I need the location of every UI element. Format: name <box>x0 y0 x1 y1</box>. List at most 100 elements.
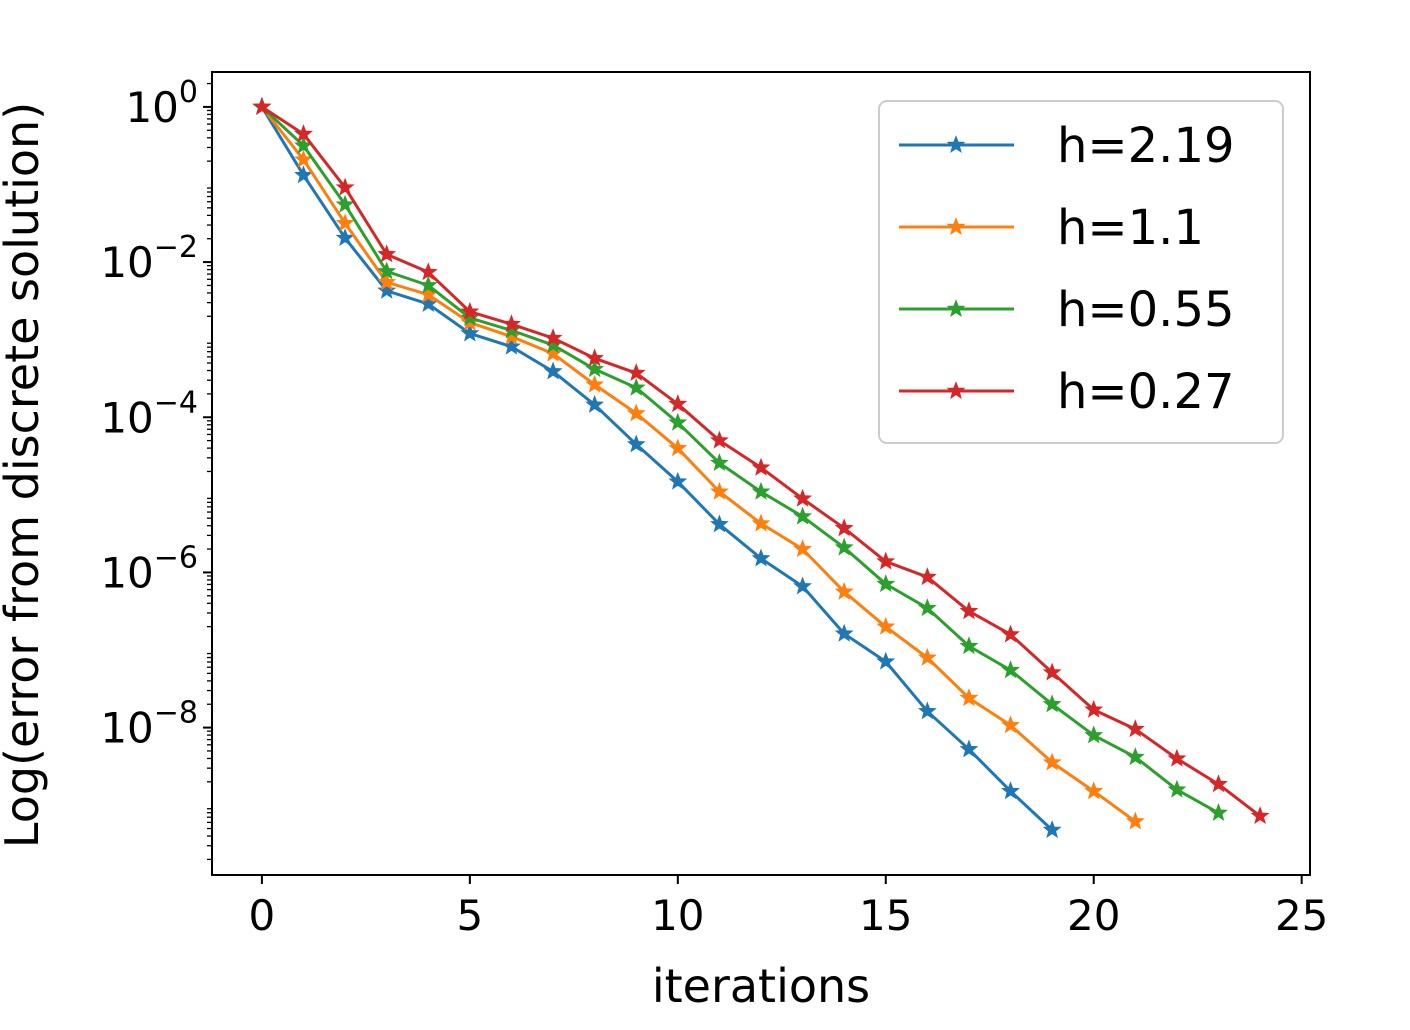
y-tick-base: 10 <box>100 238 153 287</box>
data-point <box>335 194 355 213</box>
series-h=0.27 <box>252 96 1270 825</box>
data-point <box>294 165 313 184</box>
data-point <box>1042 662 1062 681</box>
series-h=2.19 <box>252 96 1062 839</box>
data-point <box>709 453 729 472</box>
data-point <box>1250 806 1270 825</box>
legend-label: h=0.55 <box>1057 282 1235 338</box>
data-point <box>876 651 896 670</box>
plot-frame <box>211 71 1311 876</box>
data-point <box>1209 803 1228 821</box>
data-point <box>834 537 854 556</box>
data-point <box>709 430 729 449</box>
data-point <box>793 576 813 595</box>
y-tick-exponent: −8 <box>154 696 198 731</box>
data-point <box>585 348 605 367</box>
data-point <box>1042 694 1062 713</box>
y-axis-title: Log(error from discrete solution) <box>0 102 49 848</box>
data-point <box>1084 781 1104 800</box>
legend-item: h=1.1 <box>899 200 1204 256</box>
y-tick-exponent: −6 <box>154 540 198 575</box>
data-point <box>709 481 729 500</box>
data-point <box>1001 781 1020 800</box>
data-point <box>252 96 272 115</box>
data-point <box>585 394 605 413</box>
y-tick-exponent: 0 <box>179 75 198 110</box>
legend-box <box>878 100 1284 444</box>
legend-item: h=0.55 <box>899 282 1235 338</box>
data-point <box>1167 748 1187 767</box>
data-point <box>917 567 937 586</box>
data-point <box>917 647 937 666</box>
data-point <box>876 616 896 635</box>
data-point <box>335 213 355 232</box>
data-point <box>793 488 813 507</box>
data-point <box>543 361 563 380</box>
data-point <box>876 551 896 570</box>
legend-label: h=1.1 <box>1057 200 1204 256</box>
y-tick-label: 10−6 <box>100 540 198 597</box>
data-point <box>1042 752 1062 771</box>
data-point <box>377 280 397 299</box>
x-tick-label: 25 <box>1275 891 1328 940</box>
data-point <box>1042 820 1062 839</box>
x-tick-label: 15 <box>859 891 912 940</box>
data-point <box>1001 715 1020 734</box>
y-tick-exponent: −2 <box>154 230 198 265</box>
data-point <box>834 623 854 642</box>
data-point <box>626 403 646 422</box>
y-tick-base: 10 <box>100 393 153 442</box>
data-point <box>377 272 397 291</box>
data-point <box>626 377 646 396</box>
data-point <box>751 481 771 500</box>
data-point <box>543 328 563 347</box>
data-point <box>793 539 813 558</box>
data-point <box>626 363 646 382</box>
data-point <box>959 601 979 620</box>
y-tick-base: 10 <box>125 83 178 132</box>
data-point <box>377 261 397 280</box>
data-point <box>1167 779 1187 798</box>
y-tick-label: 10−8 <box>100 696 198 753</box>
series-h=1.1 <box>252 96 1145 830</box>
data-point <box>543 343 563 362</box>
data-point <box>626 434 646 453</box>
data-point <box>668 471 688 490</box>
data-point <box>751 513 771 532</box>
data-point <box>585 374 605 393</box>
data-point <box>917 598 937 617</box>
data-point <box>1084 725 1104 744</box>
data-point <box>418 294 438 312</box>
y-tick-label: 10−4 <box>100 385 198 442</box>
x-tick-label: 0 <box>249 891 276 940</box>
legend-item: h=0.27 <box>899 364 1235 420</box>
data-point <box>668 394 688 413</box>
y-tick-base: 10 <box>100 548 153 597</box>
data-point <box>502 314 521 333</box>
legend: h=2.19 h=1.1 h=0.55 h=0.27 <box>878 100 1284 444</box>
data-point <box>418 262 438 281</box>
data-point <box>418 275 438 294</box>
legend-label: h=2.19 <box>1057 118 1235 174</box>
x-axis: 0 5 10 15 20 25 <box>249 875 1328 940</box>
data-point <box>751 548 771 567</box>
data-point <box>751 457 771 476</box>
data-point <box>460 308 480 326</box>
x-axis-title: iterations <box>652 959 870 1013</box>
data-point <box>793 506 813 525</box>
x-tick-label: 10 <box>651 891 704 940</box>
data-point <box>709 514 729 533</box>
legend-marker <box>946 217 966 236</box>
series-line <box>260 105 1137 823</box>
legend-item: h=2.19 <box>899 118 1235 174</box>
data-point <box>1125 747 1145 766</box>
data-point <box>1125 811 1145 830</box>
data-point <box>335 228 355 247</box>
data-point <box>1001 660 1020 679</box>
data-point <box>668 412 688 431</box>
data-point <box>668 438 688 457</box>
y-tick-base: 10 <box>100 704 153 753</box>
legend-label: h=0.27 <box>1057 364 1235 420</box>
